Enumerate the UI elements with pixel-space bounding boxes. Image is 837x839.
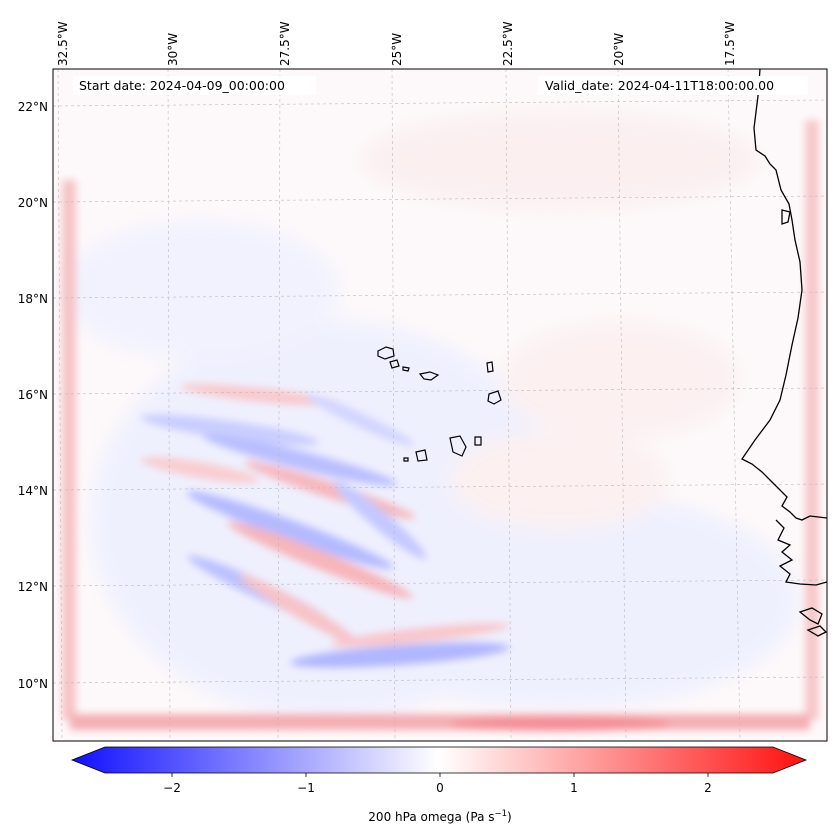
lat-tick-label: 14°N — [18, 484, 48, 498]
lon-tick-label: 22.5°W — [501, 21, 515, 66]
valid-date-box — [538, 76, 808, 95]
cape-verde-islands — [377, 346, 502, 462]
latitude-ticks: 22°N 20°N 18°N 16°N 14°N 12°N 10°N — [18, 100, 48, 691]
coastlines — [741, 69, 827, 637]
longitude-ticks: 32.5°W 30°W 27.5°W 25°W 22.5°W 20°W 17.5… — [56, 21, 737, 66]
map-frame — [52, 68, 828, 742]
colorbar-tick-label: −2 — [163, 781, 181, 795]
lat-tick-label: 12°N — [18, 580, 48, 594]
lat-tick-label: 22°N — [18, 100, 48, 114]
colorbar-tick-label: 2 — [704, 781, 712, 795]
colorbar-title: 200 hPa omega (Pa s−1) — [368, 809, 511, 824]
map-panel: Start date: 2024-04-09_00:00:00 Valid_da… — [52, 68, 828, 742]
lon-tick-label: 20°W — [612, 33, 626, 66]
map-gridlines — [53, 69, 827, 741]
lon-tick-label: 25°W — [390, 33, 404, 66]
lon-tick-label: 32.5°W — [56, 21, 70, 66]
omega-field — [60, 110, 819, 731]
lat-tick-label: 20°N — [18, 196, 48, 210]
colorbar-tick-label: 0 — [436, 781, 444, 795]
colorbar: −2 −1 0 1 2 200 hPa omega (Pa s−1) — [70, 746, 808, 824]
start-date-label: Start date: 2024-04-09_00:00:00 — [79, 78, 285, 93]
colorbar-tick-label: −1 — [297, 781, 315, 795]
start-date-box — [73, 76, 316, 95]
colorbar-ticks — [171, 773, 709, 777]
lat-tick-label: 16°N — [18, 388, 48, 402]
lon-tick-label: 27.5°W — [278, 21, 292, 66]
lat-tick-label: 18°N — [18, 292, 48, 306]
colorbar-tick-label: 1 — [570, 781, 578, 795]
lon-tick-label: 30°W — [166, 33, 180, 66]
colorbar-body — [70, 746, 808, 774]
lon-tick-label: 17.5°W — [723, 21, 737, 66]
valid-date-label: Valid_date: 2024-04-11T18:00:00.00 — [545, 78, 774, 93]
lat-tick-label: 10°N — [18, 677, 48, 691]
